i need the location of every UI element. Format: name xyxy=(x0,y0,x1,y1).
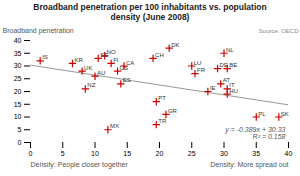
svg-text:ES: ES xyxy=(123,78,131,84)
svg-text:30: 30 xyxy=(220,151,228,158)
svg-text:25: 25 xyxy=(14,75,22,82)
svg-text:HU: HU xyxy=(229,88,238,94)
svg-text:Broadband penetration: Broadband penetration xyxy=(3,28,74,36)
svg-text:NZ: NZ xyxy=(87,83,95,89)
svg-text:SE: SE xyxy=(100,52,109,59)
svg-text:CH: CH xyxy=(155,52,164,58)
svg-text:Source: OECD: Source: OECD xyxy=(259,28,299,34)
svg-text:GR: GR xyxy=(168,108,178,114)
svg-text:UK: UK xyxy=(84,65,92,71)
svg-text:AT: AT xyxy=(222,77,230,84)
svg-text:NO: NO xyxy=(107,50,116,56)
svg-text:FR: FR xyxy=(197,68,206,74)
svg-text:40: 40 xyxy=(285,151,293,158)
svg-text:10: 10 xyxy=(91,151,99,158)
svg-text:IE: IE xyxy=(210,85,216,91)
html-text:Broadband penetration per 100: Broadband penetration per 100 inhabitant… xyxy=(33,2,267,23)
svg-text:y = -0.389x + 30.33R² = 0.158: y = -0.389x + 30.33R² = 0.158 xyxy=(224,126,285,140)
svg-text:US: US xyxy=(120,65,128,71)
svg-text:35: 35 xyxy=(14,50,22,57)
svg-text:15: 15 xyxy=(14,101,22,108)
svg-text:SK: SK xyxy=(281,111,289,117)
svg-text:MX: MX xyxy=(110,124,119,130)
svg-text:PT: PT xyxy=(158,96,166,102)
svg-text:DK: DK xyxy=(171,42,179,48)
svg-text:0: 0 xyxy=(18,139,22,146)
svg-text:40: 40 xyxy=(14,37,22,44)
svg-text:25: 25 xyxy=(188,151,196,158)
svg-text:DE: DE xyxy=(220,62,228,68)
svg-text:TR: TR xyxy=(158,119,167,125)
svg-text:20: 20 xyxy=(156,151,164,158)
svg-text:LU: LU xyxy=(194,60,202,66)
svg-text:NL: NL xyxy=(226,47,234,53)
svg-text:CA: CA xyxy=(126,60,134,66)
svg-text:IT: IT xyxy=(229,82,235,89)
svg-text:PL: PL xyxy=(258,111,266,117)
svg-text:35: 35 xyxy=(252,151,260,158)
svg-text:10: 10 xyxy=(14,114,22,121)
svg-text:Density: More spread out: Density: More spread out xyxy=(210,161,288,169)
svg-text:FI: FI xyxy=(113,57,119,63)
svg-text:0: 0 xyxy=(29,151,33,158)
svg-text:BE: BE xyxy=(229,62,237,68)
svg-text:30: 30 xyxy=(14,63,22,70)
svg-text:5: 5 xyxy=(61,151,65,158)
svg-text:20: 20 xyxy=(14,88,22,95)
svg-text:15: 15 xyxy=(123,151,131,158)
svg-text:Density: People closer togethe: Density: People closer together xyxy=(31,161,129,169)
svg-text:AU: AU xyxy=(97,70,105,76)
svg-text:5: 5 xyxy=(18,126,22,133)
svg-text:IS: IS xyxy=(42,55,48,61)
svg-text:KR: KR xyxy=(74,57,83,63)
